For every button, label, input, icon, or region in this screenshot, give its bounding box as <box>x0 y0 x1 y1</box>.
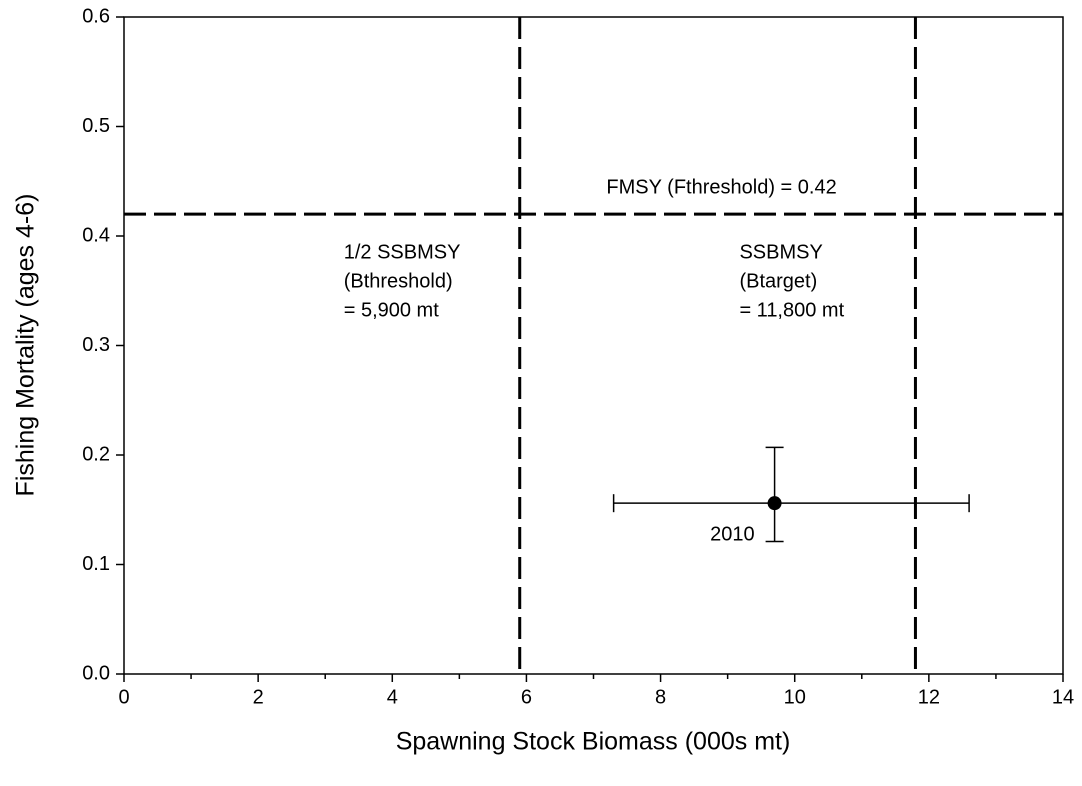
x-tick-label: 8 <box>655 686 666 708</box>
point-label: 2010 <box>710 523 755 545</box>
y-tick-label: 0.6 <box>82 5 110 27</box>
y-tick-label: 0.4 <box>82 224 110 246</box>
y-tick-label: 0.5 <box>82 115 110 137</box>
reference-label: (Bthreshold) <box>344 270 453 292</box>
x-tick-label: 4 <box>387 686 398 708</box>
reference-label: = 5,900 mt <box>344 299 440 321</box>
x-tick-label: 0 <box>118 686 129 708</box>
x-tick-label: 14 <box>1052 686 1074 708</box>
x-tick-label: 2 <box>253 686 264 708</box>
reference-label: FMSY (Fthreshold) = 0.42 <box>606 176 836 198</box>
x-tick-label: 12 <box>918 686 940 708</box>
reference-label: 1/2 SSBMSY <box>344 241 461 263</box>
data-point <box>767 496 782 511</box>
y-tick-label: 0.3 <box>82 334 110 356</box>
y-tick-label: 0.0 <box>82 662 110 684</box>
x-tick-label: 10 <box>784 686 806 708</box>
y-tick-label: 0.1 <box>82 553 110 575</box>
reference-label: SSBMSY <box>739 241 822 263</box>
x-tick-label: 6 <box>521 686 532 708</box>
x-axis-title: Spawning Stock Biomass (000s mt) <box>396 728 791 756</box>
reference-label: = 11,800 mt <box>739 299 844 321</box>
y-tick-label: 0.2 <box>82 443 110 465</box>
y-axis-title: Fishing Mortality (ages 4-6) <box>12 194 40 497</box>
plot-frame <box>123 16 1064 675</box>
reference-label: (Btarget) <box>739 270 817 292</box>
